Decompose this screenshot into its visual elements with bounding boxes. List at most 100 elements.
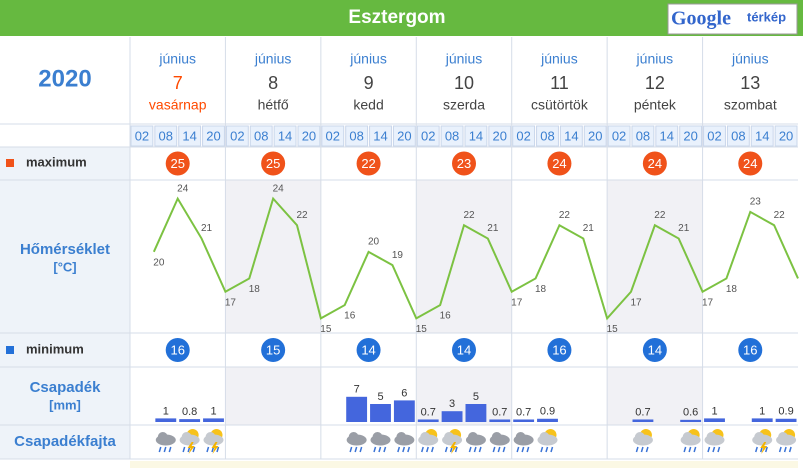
precipitation-bar (489, 419, 511, 422)
max-circle-label: 23 (457, 156, 471, 171)
temperature-label: 18 (726, 284, 738, 295)
hour-label: 14 (564, 128, 578, 143)
icon-drop (216, 446, 220, 453)
temperature-label: 20 (368, 236, 380, 247)
left-column (0, 147, 130, 459)
icon-drop (526, 446, 530, 453)
hour-label: 08 (159, 128, 173, 143)
precip-icon-sun-rain (680, 429, 701, 453)
precipitation-label: 5 (473, 391, 479, 403)
icon-cloud (706, 432, 717, 442)
hour-cell (225, 125, 249, 147)
hour-label: 20 (302, 128, 316, 143)
max-circle-label: 24 (552, 156, 566, 171)
max-legend-square (6, 159, 14, 167)
icon-drop (182, 446, 186, 453)
weekday: szerda (443, 97, 485, 113)
icon-drop (645, 446, 649, 453)
icon-cloud (515, 432, 526, 442)
icon-bolt (187, 442, 195, 454)
temperature-label: 21 (201, 223, 213, 234)
day-number: 10 (454, 73, 474, 93)
hour-label: 14 (660, 128, 674, 143)
icon-drop (206, 446, 210, 453)
icon-drop (373, 446, 377, 453)
precipitation-label: 0.7 (421, 406, 436, 418)
hour-label: 08 (445, 128, 459, 143)
hour-cell (440, 125, 464, 147)
icon-bolt (211, 442, 219, 454)
icon-bolt (450, 442, 458, 454)
icon-drop (521, 446, 525, 453)
hour-cell (488, 125, 512, 147)
hour-cell (416, 125, 440, 147)
icon-cloud (348, 432, 359, 442)
row-label: Csapadék (30, 379, 102, 396)
max-circle-label: 24 (648, 156, 662, 171)
hour-cell (512, 125, 536, 147)
icon-drop (778, 446, 782, 453)
map-brand[interactable]: Google (671, 8, 731, 30)
precip-icon-sun-rain (537, 429, 558, 453)
icon-cloud (205, 432, 216, 442)
icon-drop (430, 446, 434, 453)
row-label: maximum (26, 154, 87, 169)
icon-drop (635, 446, 639, 453)
precip-icon-rain (489, 432, 510, 453)
hour-cell (202, 125, 225, 147)
precipitation-bar (751, 418, 773, 422)
precip-icon-sun-rain (776, 429, 797, 453)
precip-icon-rain (465, 432, 486, 453)
precipitation-bar (441, 411, 463, 422)
icon-drop (402, 446, 406, 453)
hour-cell (273, 125, 297, 147)
precipitation-label: 7 (354, 384, 360, 396)
map-label[interactable]: térkép (747, 9, 786, 24)
month: június (158, 51, 196, 67)
max-circle (452, 151, 476, 176)
max-circle (261, 151, 286, 176)
icon-drop (540, 446, 544, 453)
icon-drop (354, 446, 358, 453)
min-circle (547, 338, 572, 362)
city-title: Esztergom (348, 7, 445, 28)
temperature-label: 21 (487, 223, 499, 234)
hour-label: 02 (326, 128, 340, 143)
precipitation-bar (393, 400, 415, 422)
icon-drop (420, 446, 424, 453)
min-circle-label: 16 (743, 342, 757, 357)
icon-drop (407, 446, 411, 453)
min-circle-label: 16 (170, 342, 184, 357)
precipitation-label: 0.7 (635, 406, 650, 418)
icon-drop (707, 446, 711, 453)
temperature-label: 19 (392, 250, 404, 261)
temperature-label: 24 (177, 183, 189, 194)
hour-label: 08 (636, 128, 650, 143)
hour-label: 14 (182, 128, 196, 143)
icon-drop (492, 446, 496, 453)
hour-cell (536, 125, 559, 147)
max-circle (356, 151, 381, 176)
hour-cell (297, 125, 321, 147)
precipitation-bar (155, 418, 177, 422)
row-label: [mm] (49, 397, 81, 412)
precip-icon-sun-rain (704, 429, 725, 453)
temperature-label: 16 (344, 311, 356, 322)
icon-cloud (444, 432, 455, 442)
hour-cell (130, 125, 154, 147)
row-label: Csapadékfajta (14, 433, 116, 450)
month: június (349, 51, 387, 67)
precipitation-label: 0.7 (516, 406, 531, 418)
icon-cloud (778, 432, 789, 442)
precipitation-label: 6 (401, 387, 407, 399)
icon-drop (640, 446, 644, 453)
hour-label: 20 (206, 128, 220, 143)
weekday: hétfő (258, 97, 289, 113)
precipitation-bar (203, 418, 224, 422)
temperature-label: 20 (153, 257, 165, 268)
min-circle (452, 338, 476, 362)
icon-drop (473, 446, 477, 453)
hour-label: 20 (493, 128, 507, 143)
precipitation-bar (370, 404, 391, 422)
map-link[interactable] (667, 3, 798, 35)
